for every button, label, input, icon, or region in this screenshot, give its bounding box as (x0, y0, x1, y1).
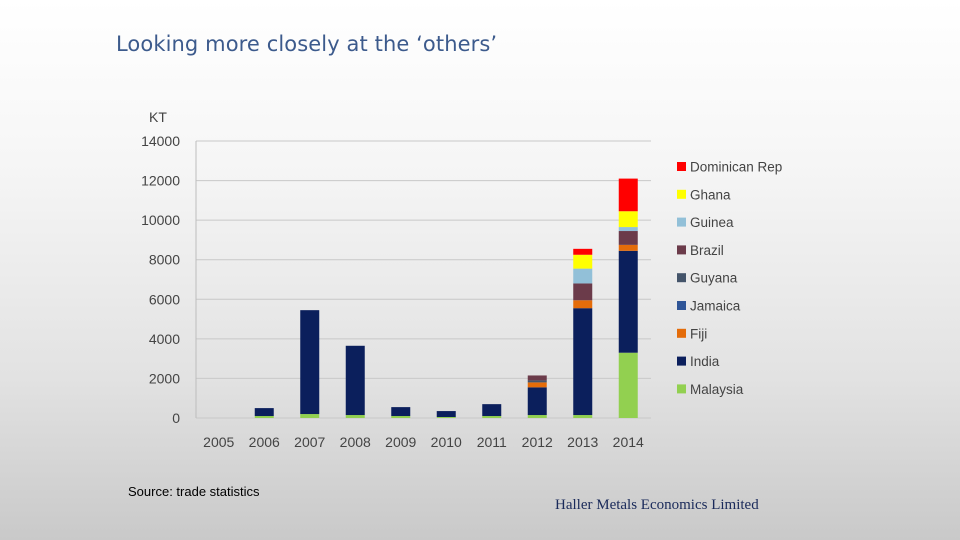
legend-item-malaysia: Malaysia (677, 382, 744, 397)
bar-segment-brazil-2012 (527, 375, 547, 381)
bar-segment-india-2010 (436, 411, 456, 418)
bars (254, 178, 638, 418)
bar-segment-fiji-2014 (618, 244, 638, 251)
bar-segment-malaysia-2013 (573, 415, 593, 418)
y-tick-label: 2000 (149, 370, 180, 386)
x-axis-ticks: 2005 2006 2007 2008 2009 2010 2011 2012 2013 2014 (203, 434, 644, 450)
source-note: Source: trade statistics (128, 484, 260, 499)
bar-segment-brazil-2013 (573, 283, 593, 301)
bar-segment-india-2014 (618, 250, 638, 353)
y-tick-label: 12000 (141, 173, 180, 189)
bar-segment-india-2011 (482, 404, 502, 417)
bar-segment-malaysia-2012 (527, 415, 547, 418)
bar-segment-guyana-2012 (527, 380, 547, 383)
y-tick-label: 6000 (149, 291, 180, 307)
bar-segment-dominican-rep-2014 (618, 178, 638, 212)
y-tick-label: 8000 (149, 252, 180, 268)
bar-segment-ghana-2014 (618, 211, 638, 228)
legend-swatch (677, 162, 686, 171)
x-tick-label: 2013 (567, 434, 598, 450)
bar-segment-india-2012 (527, 387, 547, 416)
x-tick-label: 2009 (385, 434, 416, 450)
legend-swatch (677, 189, 686, 199)
legend-label: Dominican Rep (690, 160, 782, 175)
y-tick-label: 14000 (141, 133, 180, 149)
legend-swatch (677, 384, 686, 394)
legend-swatch (677, 217, 686, 227)
bar-segment-brazil-2014 (618, 231, 638, 245)
legend-label: Guyana (690, 271, 738, 286)
y-tick-label: 10000 (141, 212, 180, 228)
bar-segment-malaysia-2011 (482, 416, 502, 418)
legend-label: Malaysia (690, 382, 744, 397)
legend-label: Jamaica (690, 299, 741, 314)
legend-item-ghana: Ghana (677, 187, 731, 202)
x-tick-label: 2012 (522, 434, 553, 450)
bar-segment-malaysia-2014 (618, 352, 638, 418)
legend-item-guinea: Guinea (677, 215, 734, 230)
legend-item-fiji: Fiji (677, 326, 707, 341)
x-tick-label: 2010 (431, 434, 462, 450)
legend-swatch (677, 301, 686, 310)
legend-swatch (677, 245, 686, 255)
bar-segment-guinea-2014 (618, 227, 638, 232)
bar-segment-india-2008 (345, 345, 365, 416)
legend-swatch (677, 328, 686, 338)
bar-segment-fiji-2012 (527, 382, 547, 388)
legend-item-guyana: Guyana (677, 271, 738, 286)
legend-swatch (677, 356, 686, 366)
bar-segment-malaysia-2006 (254, 416, 274, 418)
legend-label: Ghana (690, 187, 731, 202)
bar-segment-guinea-2013 (573, 268, 593, 284)
legend: Dominican Rep Ghana Guinea Brazil Guyana Jama… (677, 160, 782, 397)
legend-item-jamaica: Jamaica (677, 299, 741, 314)
x-tick-label: 2011 (477, 434, 507, 450)
company-name: Haller Metals Economics Limited (555, 497, 759, 513)
bar-segment-malaysia-2008 (345, 415, 365, 418)
bar-segment-india-2006 (254, 408, 274, 417)
y-axis-label: KT (149, 109, 167, 125)
bar-segment-india-2007 (300, 310, 320, 415)
x-tick-label: 2007 (294, 434, 325, 450)
bar-segment-malaysia-2010 (436, 417, 456, 418)
y-tick-label: 4000 (149, 331, 180, 347)
y-tick-label: 0 (172, 410, 180, 426)
bar-segment-ghana-2013 (573, 254, 593, 269)
y-axis-ticks: 0 2000 4000 6000 8000 10000 12000 14000 (141, 133, 180, 426)
x-tick-label: 2006 (249, 434, 280, 450)
x-tick-label: 2008 (340, 434, 371, 450)
legend-label: India (690, 354, 720, 369)
legend-item-dominican-rep: Dominican Rep (677, 160, 782, 175)
bar-segment-malaysia-2007 (300, 414, 320, 418)
bar-segment-malaysia-2009 (391, 416, 411, 418)
legend-item-india: India (677, 354, 720, 369)
x-tick-label: 2005 (203, 434, 234, 450)
legend-item-brazil: Brazil (677, 243, 724, 258)
bar-segment-india-2013 (573, 308, 593, 416)
slide-title: Looking more closely at the ‘others’ (116, 32, 498, 56)
legend-swatch (677, 273, 686, 283)
legend-label: Guinea (690, 215, 734, 230)
legend-label: Fiji (690, 326, 707, 341)
bar-segment-fiji-2013 (573, 300, 593, 309)
legend-label: Brazil (690, 243, 724, 258)
bar-segment-india-2009 (391, 407, 411, 417)
bar-segment-dominican-rep-2013 (573, 248, 593, 255)
x-tick-label: 2014 (613, 434, 644, 450)
